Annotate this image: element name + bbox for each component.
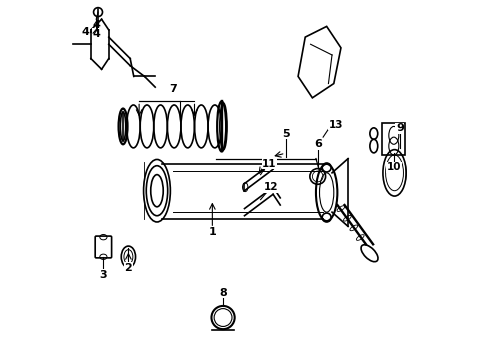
Text: 1: 1 [208, 227, 216, 237]
Text: 4: 4 [92, 28, 100, 39]
Text: 4: 4 [81, 27, 89, 37]
Text: 4: 4 [92, 20, 100, 30]
Text: 11: 11 [262, 159, 276, 169]
Text: 2: 2 [124, 262, 132, 273]
Text: 6: 6 [313, 139, 321, 149]
Ellipse shape [143, 159, 170, 222]
Text: 9: 9 [395, 123, 403, 133]
FancyBboxPatch shape [95, 236, 111, 258]
Text: 10: 10 [386, 162, 400, 172]
Text: 13: 13 [327, 120, 342, 130]
Text: 3: 3 [100, 270, 107, 280]
Text: 8: 8 [219, 288, 226, 297]
Text: 5: 5 [281, 129, 289, 139]
Ellipse shape [146, 166, 167, 216]
Text: 12: 12 [264, 182, 278, 192]
Text: 7: 7 [169, 84, 177, 94]
FancyBboxPatch shape [381, 123, 405, 155]
